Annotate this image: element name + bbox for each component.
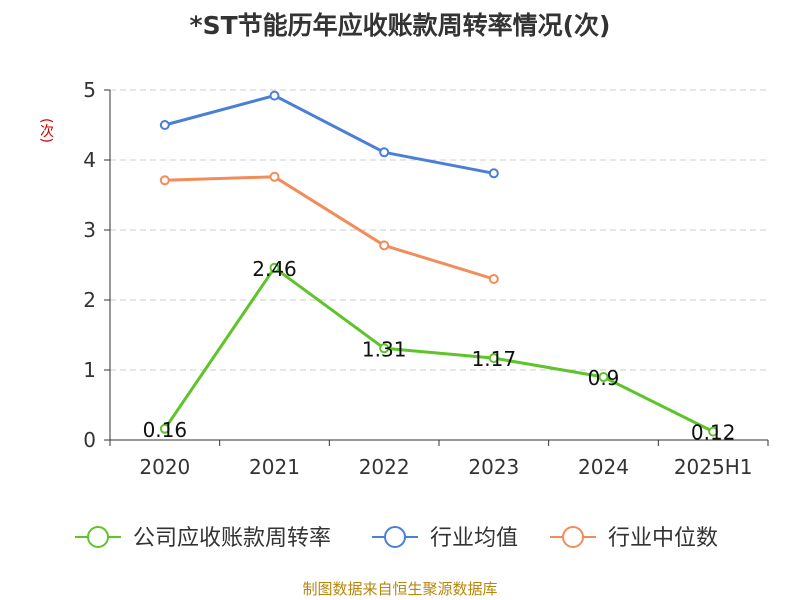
- data-point: [488, 168, 499, 179]
- data-label: 1.17: [472, 347, 517, 371]
- data-label: 0.12: [691, 421, 736, 445]
- y-tick-label: 4: [83, 148, 96, 172]
- legend-label: 行业中位数: [608, 526, 718, 551]
- data-point: [488, 353, 499, 364]
- y-tick-label: 5: [83, 78, 96, 102]
- data-point: [159, 120, 170, 130]
- data-label: 1.31: [362, 337, 407, 361]
- data-point: [269, 90, 280, 101]
- x-tick-label: 2025H1: [674, 455, 753, 479]
- data-point: [708, 426, 719, 437]
- chart-title: *ST节能历年应收账款周转率情况(次): [189, 11, 611, 40]
- y-tick-label: 1: [83, 358, 96, 382]
- data-label: 0.9: [588, 366, 620, 390]
- series-line: [163, 266, 714, 433]
- data-point: [379, 343, 390, 354]
- data-point: [488, 274, 499, 284]
- y-axis-unit-label: (次): [38, 118, 54, 143]
- legend-marker: [562, 526, 584, 548]
- data-label: 0.16: [143, 418, 188, 442]
- x-tick-label: 2024: [578, 455, 629, 479]
- data-point: [269, 262, 280, 273]
- data-point: [269, 171, 280, 182]
- data-label: 2.46: [252, 257, 297, 281]
- x-tick-label: 2023: [468, 455, 519, 479]
- data-source-note: 制图数据来自恒生聚源数据库: [302, 580, 498, 598]
- y-tick-label: 0: [83, 428, 96, 452]
- y-tick-label: 2: [83, 288, 96, 312]
- x-tick-label: 2021: [249, 455, 300, 479]
- x-tick-label: 2020: [139, 455, 190, 479]
- data-point: [379, 240, 390, 251]
- data-point: [598, 372, 609, 382]
- series-line: [164, 94, 495, 175]
- series-line: [164, 175, 495, 281]
- legend-marker: [87, 526, 109, 548]
- legend-label: 公司应收账款周转率: [133, 526, 331, 551]
- y-tick-label: 3: [83, 218, 96, 242]
- legend-marker: [384, 526, 406, 548]
- data-point: [159, 175, 170, 186]
- data-point: [159, 423, 170, 434]
- legend-label: 行业均值: [430, 526, 518, 551]
- data-point: [379, 147, 390, 158]
- x-tick-label: 2022: [359, 455, 410, 479]
